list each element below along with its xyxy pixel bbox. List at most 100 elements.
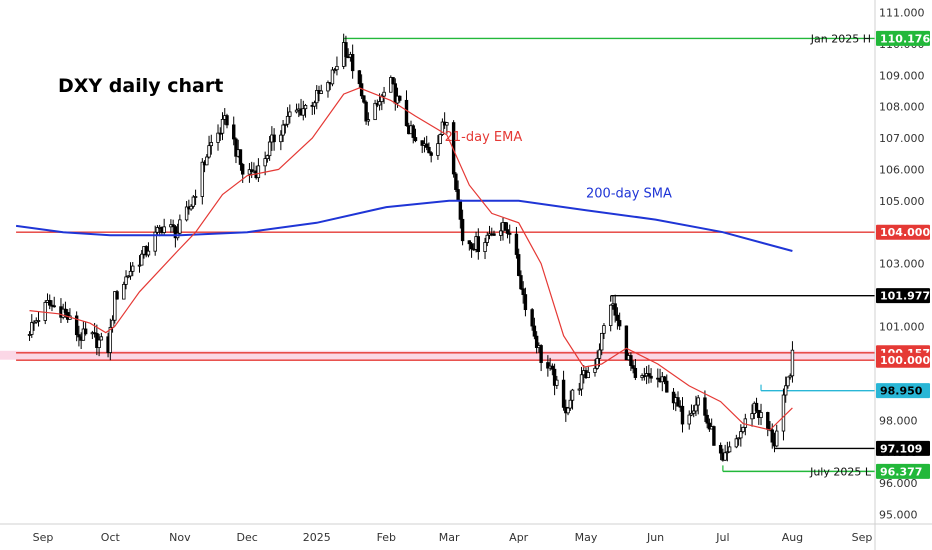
- candle-body: [330, 69, 335, 85]
- candle-body: [629, 355, 633, 366]
- candle-body: [523, 294, 528, 311]
- candle-body: [209, 142, 213, 147]
- candle-body: [514, 233, 519, 255]
- candle-body: [665, 380, 669, 393]
- candle-body: [727, 446, 732, 453]
- candle-body: [532, 325, 537, 337]
- candle-body: [279, 134, 283, 143]
- candle-body: [586, 372, 590, 379]
- level-annotation: July 2025 L: [809, 465, 872, 478]
- x-tick-label: Dec: [237, 531, 258, 544]
- candle-body: [647, 373, 651, 377]
- candle-body: [398, 95, 402, 101]
- candle-body: [759, 412, 763, 418]
- price-badge-label: 104.000: [880, 226, 930, 239]
- candle-body: [294, 109, 299, 113]
- candle-body: [411, 125, 415, 138]
- candle-body: [335, 65, 339, 71]
- candle-body: [189, 205, 193, 210]
- candle-body: [790, 349, 795, 377]
- candle-body: [505, 229, 510, 234]
- candle-body: [285, 115, 290, 125]
- candle-body: [436, 143, 440, 156]
- candle-body: [483, 242, 487, 252]
- candle-body: [389, 77, 393, 93]
- candle-body: [178, 219, 182, 234]
- price-badge-label: 110.176: [880, 32, 930, 45]
- level-annotation: Jan 2025 H: [810, 32, 871, 45]
- candle-body: [696, 397, 700, 406]
- candle-body: [391, 77, 395, 85]
- candle-body: [770, 429, 774, 443]
- candle-body: [555, 379, 559, 386]
- price-badge-label: 100.000: [880, 354, 930, 367]
- candle-body: [216, 132, 220, 143]
- candle-body: [207, 145, 211, 158]
- candle-body: [238, 149, 243, 165]
- candle-body: [743, 418, 748, 428]
- price-badge-label: 97.109: [880, 442, 922, 455]
- candle-body: [220, 118, 225, 134]
- candle-body: [115, 291, 119, 300]
- candle-body: [413, 137, 418, 142]
- candle-body: [427, 146, 431, 154]
- candle-body: [687, 414, 691, 425]
- x-tick-label: May: [575, 531, 598, 544]
- price-badge: [876, 383, 930, 399]
- candle-body: [218, 132, 222, 135]
- candle-body: [61, 308, 65, 318]
- candle-body: [692, 410, 696, 414]
- y-tick-label: 105.000: [879, 195, 925, 208]
- price-badge: [876, 440, 930, 456]
- y-tick-label: 106.000: [879, 163, 925, 176]
- candle-body: [649, 375, 653, 379]
- candle-body: [739, 431, 743, 439]
- candle-body: [131, 265, 135, 272]
- candle-body: [734, 438, 739, 448]
- candle-body: [128, 270, 133, 277]
- x-tick-label: Aug: [782, 531, 803, 544]
- candle-body: [707, 422, 712, 430]
- y-tick-label: 111.000: [879, 7, 925, 20]
- ema-label: 21-day EMA: [445, 130, 523, 145]
- sma-200-line: [15, 199, 793, 252]
- candle-body: [193, 196, 198, 198]
- candle-body: [99, 336, 104, 341]
- y-tick-label: 95.000: [879, 509, 918, 522]
- candle-body: [750, 413, 754, 420]
- candle-body: [126, 275, 130, 278]
- candle-body: [454, 173, 458, 190]
- candle-body: [362, 95, 366, 103]
- support-zone: [0, 350, 875, 360]
- candle-body: [703, 397, 707, 416]
- candle-body: [380, 95, 384, 102]
- x-tick-label: Mar: [439, 531, 460, 544]
- candle-body: [267, 141, 272, 157]
- candle-body: [676, 397, 680, 407]
- candle-body: [256, 165, 261, 179]
- candle-body: [288, 111, 292, 117]
- candle-body: [608, 304, 613, 326]
- candle-body: [110, 319, 115, 328]
- candle-body: [124, 276, 128, 285]
- candle-body: [519, 275, 523, 290]
- candle-body: [27, 334, 32, 336]
- candle-body: [476, 236, 481, 252]
- x-tick-label: Oct: [101, 531, 121, 544]
- candle-body: [357, 70, 362, 85]
- candle-body: [467, 240, 472, 245]
- candle-body: [712, 426, 716, 446]
- candle-body: [662, 376, 667, 382]
- candle-body: [200, 161, 205, 197]
- x-tick-label: Jul: [715, 531, 729, 544]
- price-badge-label: 98.950: [880, 385, 923, 398]
- candle-body: [155, 227, 160, 233]
- x-tick-label: Jun: [646, 531, 664, 544]
- ema-21-line: [29, 87, 793, 431]
- candle-body: [570, 389, 575, 401]
- candle-body: [429, 152, 433, 156]
- candle-body: [48, 299, 52, 306]
- candle-body: [373, 102, 377, 121]
- candle-body: [485, 234, 489, 243]
